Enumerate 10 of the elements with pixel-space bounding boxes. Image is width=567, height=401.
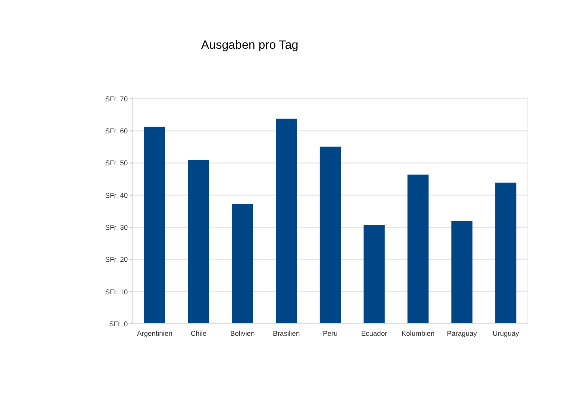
bar (320, 146, 342, 324)
bar (232, 204, 254, 324)
bar (408, 174, 429, 324)
bar (188, 160, 210, 324)
bar (496, 182, 517, 324)
bar (364, 225, 385, 324)
chart-title: Ausgaben pro Tag (201, 38, 299, 52)
bar (452, 221, 473, 324)
bar (276, 118, 298, 324)
bar (144, 126, 166, 324)
